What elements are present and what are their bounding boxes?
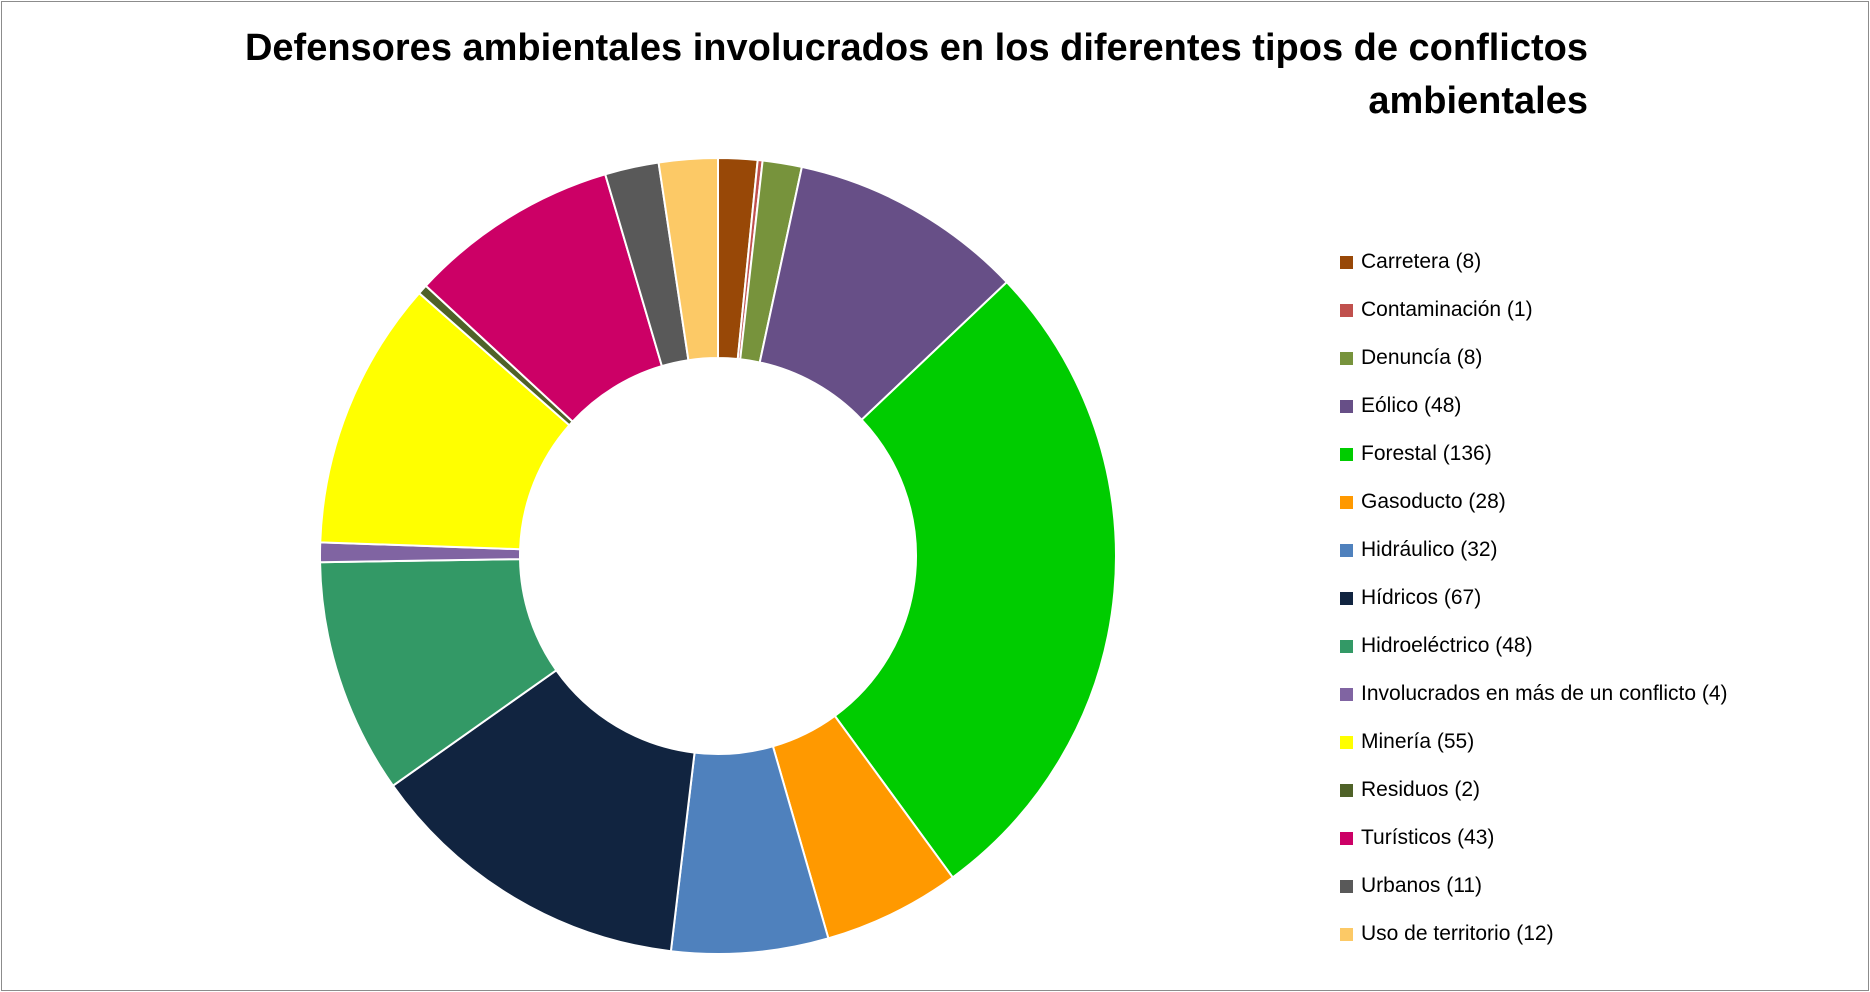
legend-swatch [1340, 639, 1353, 653]
legend-item: Urbanos (11) [1340, 862, 1728, 910]
legend-item: Residuos (2) [1340, 766, 1728, 814]
legend-label: Eólico (48) [1361, 394, 1462, 417]
legend-label: Turísticos (43) [1361, 826, 1495, 849]
donut-slice [319, 291, 571, 551]
legend-label: Contaminación (1) [1361, 298, 1533, 321]
legend-item: Minería (55) [1340, 718, 1728, 766]
chart-title: Defensores ambientales involucrados en l… [244, 27, 1588, 122]
legend-swatch [1340, 543, 1353, 557]
legend-label: Denuncía (8) [1361, 346, 1483, 369]
legend-swatch [1340, 351, 1353, 365]
legend-swatch [1340, 591, 1353, 605]
chart-legend: Carretera (8) Contaminación (1) Denuncía (… [1340, 238, 1728, 958]
legend-item: Denuncía (8) [1340, 334, 1728, 382]
legend-item: Eólico (48) [1340, 382, 1728, 430]
legend-swatch [1340, 735, 1353, 749]
legend-label: Hidráulico (32) [1361, 538, 1498, 561]
legend-swatch [1340, 879, 1353, 893]
legend-label: Minería (55) [1361, 730, 1475, 753]
legend-label: Hídricos (67) [1361, 586, 1482, 609]
legend-item: Turísticos (43) [1340, 814, 1728, 862]
legend-label: Involucrados en más de un conflicto (4) [1361, 682, 1728, 705]
legend-item: Hidráulico (32) [1340, 526, 1728, 574]
legend-label: Carretera (8) [1361, 250, 1482, 273]
legend-label: Gasoducto (28) [1361, 490, 1506, 513]
legend-swatch [1340, 447, 1353, 461]
legend-item: Involucrados en más de un conflicto (4) [1340, 670, 1728, 718]
legend-swatch [1340, 831, 1353, 845]
donut-slice [833, 280, 1117, 879]
legend-item: Gasoducto (28) [1340, 478, 1728, 526]
legend-item: Carretera (8) [1340, 238, 1728, 286]
legend-label: Hidroeléctrico (48) [1361, 634, 1533, 657]
legend-label: Uso de territorio (12) [1361, 922, 1554, 945]
legend-swatch [1340, 927, 1353, 941]
legend-label: Urbanos (11) [1361, 874, 1482, 897]
legend-swatch [1340, 303, 1353, 317]
legend-swatch [1340, 495, 1353, 509]
legend-swatch [1340, 687, 1353, 701]
legend-item: Hidroeléctrico (48) [1340, 622, 1728, 670]
legend-item: Contaminación (1) [1340, 286, 1728, 334]
legend-swatch [1340, 783, 1353, 797]
legend-item: Uso de territorio (12) [1340, 910, 1728, 958]
donut-slice [391, 668, 696, 953]
legend-item: Forestal (136) [1340, 430, 1728, 478]
legend-item: Hídricos (67) [1340, 574, 1728, 622]
legend-swatch [1340, 399, 1353, 413]
legend-label: Residuos (2) [1361, 778, 1481, 801]
legend-label: Forestal (136) [1361, 442, 1492, 465]
donut-slice [657, 156, 719, 362]
legend-swatch [1340, 255, 1353, 269]
